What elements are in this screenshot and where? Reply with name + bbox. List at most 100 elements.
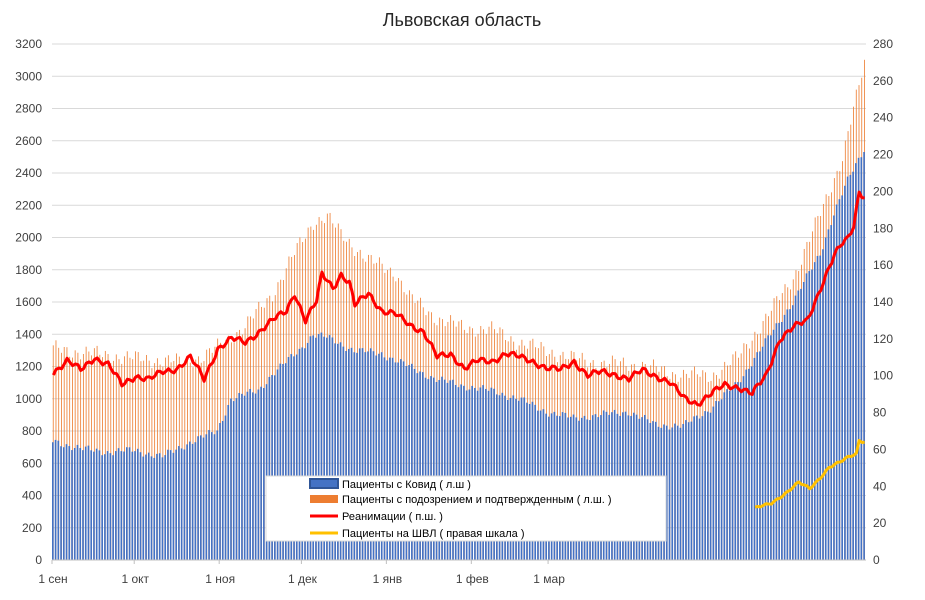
covid-bar [465, 390, 468, 560]
covid-bar [293, 356, 295, 560]
covid-bar [833, 215, 835, 561]
covid-bar [389, 357, 391, 560]
covid-bar [734, 382, 737, 560]
covid-bar [712, 406, 715, 560]
covid-bar [687, 422, 690, 560]
covid-bar [117, 448, 120, 560]
covid-bar [838, 199, 841, 560]
right-tick-label: 80 [873, 406, 887, 420]
x-tick-label: 1 мар [533, 572, 565, 586]
right-tick-label: 100 [873, 369, 893, 383]
covid-bar [71, 450, 73, 560]
covid-bar [794, 295, 797, 560]
legend-swatch-covid-patients [309, 478, 339, 489]
covid-bar [284, 363, 287, 560]
covid-bar [485, 388, 487, 560]
left-tick-label: 2800 [15, 102, 42, 116]
covid-bar [698, 418, 701, 560]
covid-bar [358, 348, 361, 560]
covid-bar [770, 335, 772, 560]
covid-bar [312, 335, 315, 560]
left-tick-label: 1800 [15, 263, 42, 277]
covid-bar [348, 348, 350, 560]
covid-bar [391, 357, 394, 560]
covid-bar [830, 225, 833, 560]
covid-bar [353, 352, 356, 560]
left-tick-label: 400 [22, 489, 42, 503]
covid-bar [400, 359, 402, 560]
x-tick-label: 1 сен [38, 572, 67, 586]
covid-bar [57, 440, 60, 560]
covid-bar [230, 398, 232, 560]
covid-bar [221, 421, 224, 560]
right-tick-label: 200 [873, 184, 893, 198]
covid-bar [427, 379, 430, 560]
covid-bar [805, 273, 808, 560]
covid-bar [824, 237, 827, 560]
covid-bar [73, 447, 76, 560]
right-axis-ticks: 0 20 40 60 80 100 120 140 160 180 200 220 240 260 280 [873, 37, 893, 567]
covid-bar [263, 388, 265, 560]
covid-bar [227, 404, 230, 560]
legend-label-ventilator: Пациенты на ШВЛ ( правая шкала ) [342, 528, 525, 540]
covid-bar [68, 446, 71, 560]
covid-bar [98, 450, 101, 560]
covid-bar [476, 390, 479, 560]
covid-bar [84, 446, 87, 560]
covid-bar [213, 434, 216, 560]
left-tick-label: 0 [35, 553, 42, 567]
covid-bar [290, 354, 293, 560]
covid-bar [274, 375, 276, 560]
covid-bar [109, 453, 112, 560]
left-tick-label: 1000 [15, 392, 42, 406]
covid-bar [345, 351, 347, 560]
covid-bar [402, 361, 405, 560]
covid-bar [668, 429, 671, 560]
covid-bar [685, 420, 687, 560]
covid-bar [317, 334, 320, 560]
covid-bar [739, 382, 742, 560]
covid-bar [180, 448, 183, 560]
x-tick-label: 1 окт [121, 572, 149, 586]
covid-bar [128, 447, 131, 560]
covid-bar [457, 387, 460, 560]
right-tick-label: 40 [873, 479, 887, 493]
legend: Пациенты с Ковид ( л.ш ) Пациенты с подо… [265, 475, 667, 542]
line-series [52, 190, 865, 509]
right-tick-label: 220 [873, 148, 893, 162]
covid-bar [254, 393, 257, 560]
covid-bar [164, 455, 167, 560]
legend-label-icu: Реанимации ( п.ш. ) [342, 511, 443, 523]
covid-bar [416, 373, 419, 560]
covid-bar [243, 395, 246, 560]
covid-bar [126, 447, 128, 560]
covid-bar [142, 456, 145, 560]
covid-bar [690, 421, 693, 560]
right-tick-label: 0 [873, 553, 880, 567]
covid-bar [808, 271, 811, 560]
covid-bar [723, 392, 726, 560]
covid-bar [202, 437, 205, 560]
covid-bar [786, 309, 789, 560]
covid-bar [775, 323, 778, 560]
left-tick-label: 2200 [15, 198, 42, 212]
legend-swatch-suspected-confirmed [310, 495, 338, 503]
covid-bar [90, 450, 93, 560]
covid-bar [394, 362, 397, 560]
covid-bar [819, 255, 822, 560]
covid-bar [361, 348, 364, 560]
covid-bar [855, 163, 857, 560]
covid-bar [145, 454, 147, 560]
covid-bar [797, 290, 800, 560]
covid-bar [95, 448, 98, 560]
covid-bar [857, 157, 860, 560]
covid-bar [265, 384, 268, 560]
covid-bar [430, 376, 432, 560]
covid-bar [720, 399, 723, 560]
right-tick-label: 160 [873, 258, 893, 272]
covid-bar [186, 444, 188, 560]
covid-bar [827, 229, 830, 560]
covid-bar [493, 388, 495, 560]
covid-bar [813, 262, 816, 560]
covid-bar [742, 376, 745, 560]
